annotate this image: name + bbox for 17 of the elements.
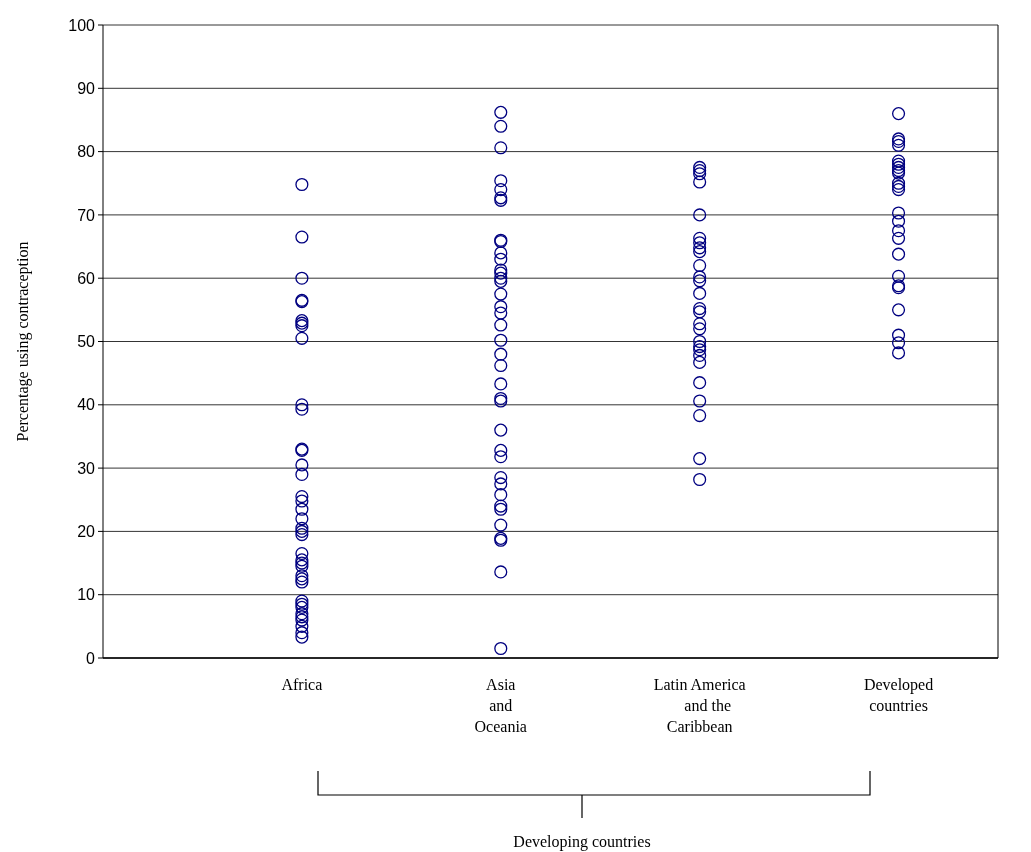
y-tick-label: 20 xyxy=(77,523,96,540)
y-tick-label: 0 xyxy=(86,649,96,667)
y-tick-label: 80 xyxy=(77,143,96,161)
y-tick-label: 30 xyxy=(77,459,96,477)
y-tick-label: 10 xyxy=(77,586,96,604)
y-tick-label: 100 xyxy=(68,16,96,34)
y-tick-label: 50 xyxy=(77,333,96,351)
y-tick-label: 60 xyxy=(77,269,96,287)
y-tick-label: 40 xyxy=(77,396,96,414)
x-tick-label: Latin America and the Caribbean xyxy=(653,676,746,735)
y-tick-label: 70 xyxy=(77,206,96,224)
x-tick-label: Developed countries xyxy=(863,676,934,714)
y-tick-label: 90 xyxy=(77,79,96,97)
text: Developing countries xyxy=(513,833,651,851)
x-tick-label: Asia and Oceania xyxy=(474,676,527,735)
y-axis-title: Percentage using contraception xyxy=(14,241,32,442)
x-tick-label: Africa xyxy=(281,676,323,693)
